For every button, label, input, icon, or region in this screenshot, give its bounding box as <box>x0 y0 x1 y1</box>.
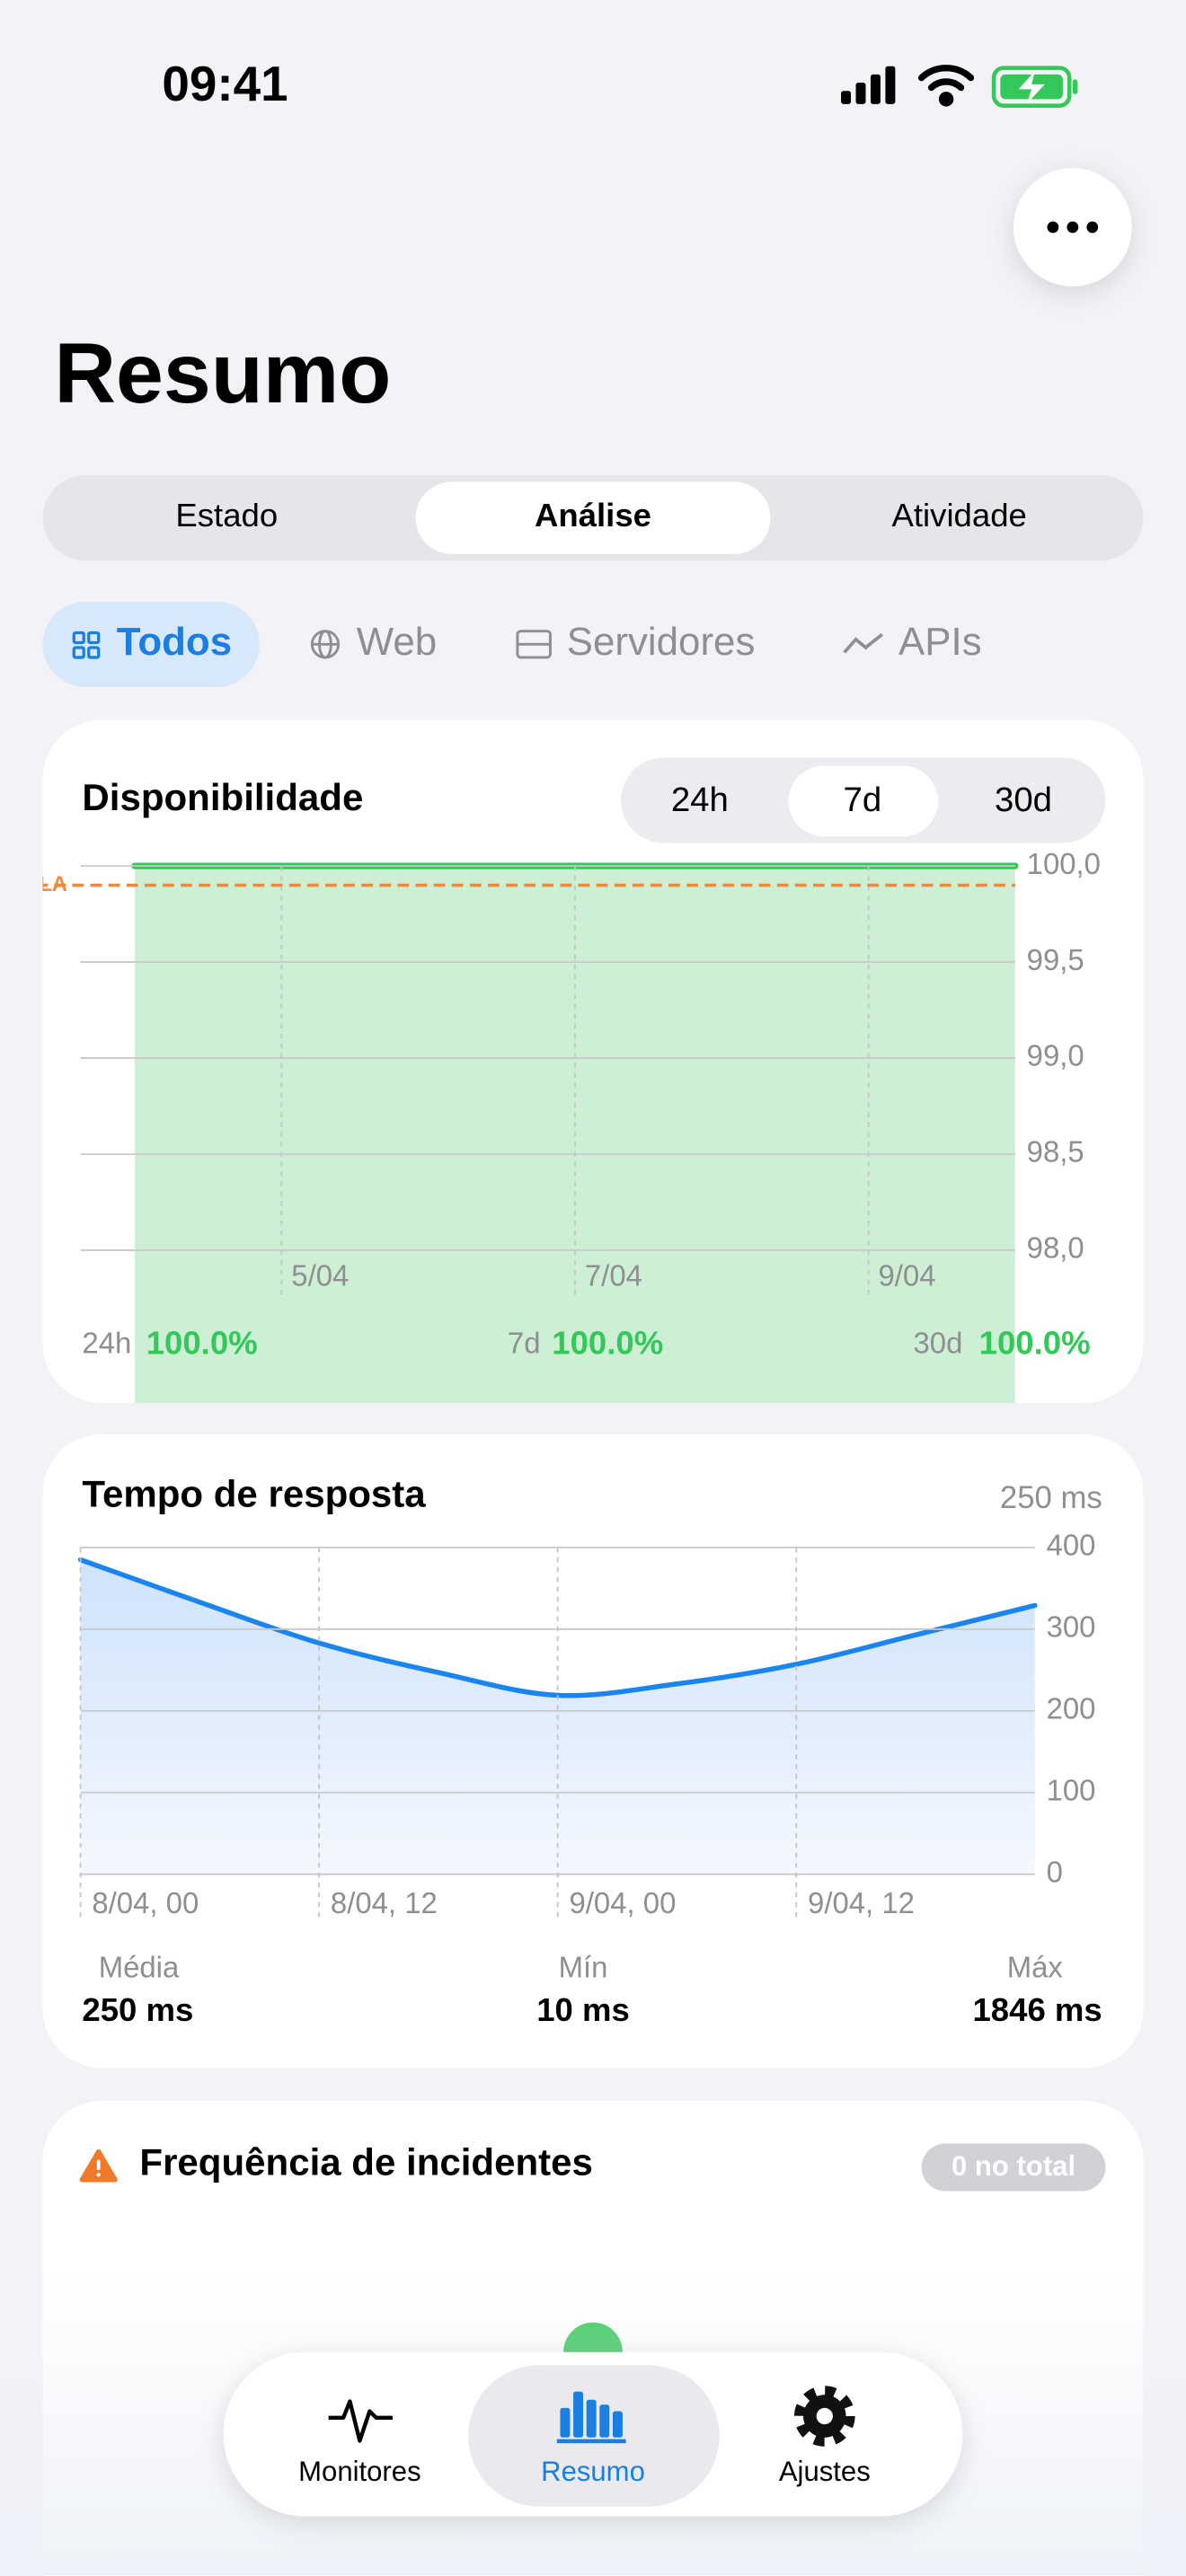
summary-value: 100.0% <box>979 1325 1091 1362</box>
badge <box>921 2143 1106 2192</box>
stat-label: Mín <box>559 1950 608 1983</box>
y-tick-label: 400 <box>1047 1529 1096 1562</box>
summary-label: 24h <box>82 1327 131 1360</box>
x-tick-label: 9/04, 00 <box>569 1886 676 1919</box>
chart-icon <box>556 2391 626 2444</box>
battery-icon <box>991 66 1078 108</box>
range-option[interactable]: 24h <box>671 781 729 819</box>
availability-chart: 98,0 98,5 99,0 99,5 100,0 5/04 7/04 9/04 SLA <box>24 847 1101 1403</box>
x-tick-label: 9/04, 12 <box>808 1886 915 1919</box>
range-selected <box>788 765 938 837</box>
stat-label: Máx <box>1007 1950 1064 1983</box>
summary-label: 7d <box>508 1327 541 1360</box>
card-title: Disponibilidade <box>82 776 363 818</box>
x-tick-label: 5/04 <box>291 1259 349 1292</box>
segment[interactable]: Estado <box>175 497 278 534</box>
stat-value: 250 ms <box>82 1991 193 2028</box>
summary-label: 30d <box>914 1327 963 1360</box>
warning-icon <box>79 2148 118 2183</box>
y-tick-label: 99,5 <box>1027 943 1084 976</box>
x-tick-label: 9/04 <box>879 1259 936 1292</box>
tab[interactable]: Ajustes <box>779 2456 871 2487</box>
filter[interactable]: Servidores <box>567 620 756 664</box>
segment-selected <box>415 481 771 554</box>
tab[interactable]: Resumo <box>541 2456 645 2487</box>
stat-value: 10 ms <box>536 1991 630 2028</box>
summary-value: 100.0% <box>552 1325 663 1362</box>
wifi-icon <box>917 65 975 107</box>
y-tick-label: 100,0 <box>1027 847 1101 880</box>
tab[interactable]: Monitores <box>298 2456 420 2487</box>
current-value: 250 ms <box>1000 1481 1102 1515</box>
y-tick-label: 98,0 <box>1027 1231 1084 1265</box>
clock: 09:41 <box>162 56 288 111</box>
globe-icon <box>310 630 341 659</box>
range-option[interactable]: 7d <box>843 781 881 819</box>
signal-icon <box>841 66 896 104</box>
server-icon <box>516 630 552 659</box>
filter[interactable]: Todos <box>117 620 232 664</box>
y-tick-label: 0 <box>1047 1855 1063 1888</box>
response-chart: 0 100 200 300 400 8/04, 00 8/04, 12 9/04, 00 9/0… <box>77 1529 1096 1919</box>
badge-text: 0 no total <box>951 2150 1075 2182</box>
y-tick-label: 99,0 <box>1027 1039 1084 1072</box>
stat-label: Média <box>99 1950 180 1983</box>
sla-label: SLA <box>24 872 67 896</box>
more-button[interactable] <box>1013 168 1132 287</box>
range-option[interactable]: 30d <box>995 781 1052 819</box>
card-title: Tempo de resposta <box>82 1472 426 1514</box>
summary-value: 100.0% <box>146 1325 258 1362</box>
segment[interactable]: Atividade <box>892 497 1027 534</box>
filter[interactable]: APIs <box>898 620 982 664</box>
x-tick-label: 8/04, 00 <box>92 1886 199 1919</box>
grid-icon <box>72 631 101 659</box>
filter[interactable]: Web <box>357 620 437 664</box>
x-tick-label: 7/04 <box>585 1259 642 1292</box>
y-tick-label: 100 <box>1047 1773 1096 1806</box>
page-title: Resumo <box>54 326 391 421</box>
y-tick-label: 200 <box>1047 1691 1096 1725</box>
gear-icon <box>793 2386 855 2447</box>
y-tick-label: 300 <box>1047 1610 1096 1644</box>
segment[interactable]: Análise <box>535 497 651 534</box>
card-title: Frequência de incidentes <box>139 2140 593 2183</box>
api-icon <box>843 632 883 654</box>
pulse-icon <box>328 2399 393 2443</box>
y-tick-label: 98,5 <box>1027 1135 1084 1169</box>
stat-value: 1846 ms <box>972 1991 1102 2028</box>
filter-selected[interactable] <box>42 601 260 687</box>
x-tick-label: 8/04, 12 <box>331 1886 438 1919</box>
